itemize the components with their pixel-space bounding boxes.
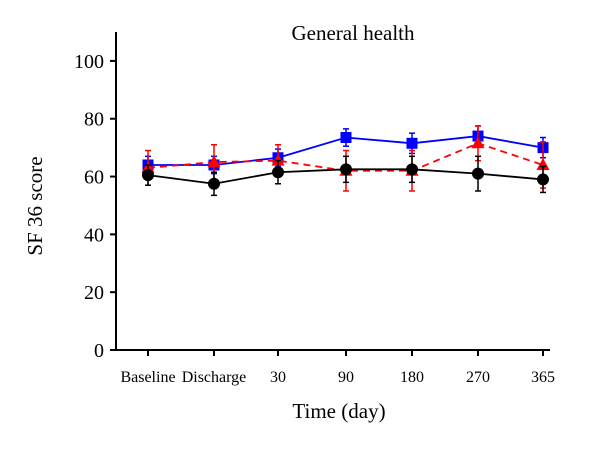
data-point-triangle bbox=[536, 157, 550, 170]
y-axis-label: SF 36 score bbox=[23, 156, 47, 255]
x-tick-label: 270 bbox=[466, 369, 490, 386]
data-point-circle bbox=[272, 166, 284, 179]
data-point-triangle bbox=[207, 155, 221, 168]
data-point-circle bbox=[142, 169, 154, 182]
data-point-square bbox=[406, 137, 418, 149]
x-axis-label: Time (day) bbox=[292, 399, 385, 423]
data-point-circle bbox=[340, 163, 352, 176]
y-tick-label: 20 bbox=[84, 282, 104, 304]
x-tick-label: Discharge bbox=[182, 369, 247, 386]
y-tick-label: 100 bbox=[74, 51, 104, 73]
data-point-circle bbox=[406, 163, 418, 176]
data-point-square bbox=[340, 132, 352, 144]
series-circle bbox=[142, 155, 549, 197]
series-layer bbox=[141, 125, 550, 197]
x-tick-label: 90 bbox=[338, 369, 354, 386]
y-tick-label: 80 bbox=[84, 109, 104, 131]
axes: 0 20 40 60 80 100 Baseline Discharge 30 90 180 270 3… bbox=[74, 32, 555, 386]
y-tick-label: 40 bbox=[84, 224, 104, 246]
x-tick-label: 30 bbox=[270, 369, 286, 386]
y-tick-label: 60 bbox=[84, 167, 104, 189]
data-point-triangle bbox=[471, 136, 485, 149]
data-point-triangle bbox=[271, 153, 285, 166]
data-point-circle bbox=[537, 173, 549, 186]
x-tick-label: Baseline bbox=[120, 369, 175, 386]
chart-title: General health bbox=[291, 21, 415, 45]
y-tick-label: 0 bbox=[94, 340, 104, 362]
x-tick-label: 180 bbox=[400, 369, 424, 386]
data-point-circle bbox=[472, 167, 484, 180]
x-tick-label: 365 bbox=[531, 369, 555, 386]
data-point-circle bbox=[208, 177, 220, 190]
